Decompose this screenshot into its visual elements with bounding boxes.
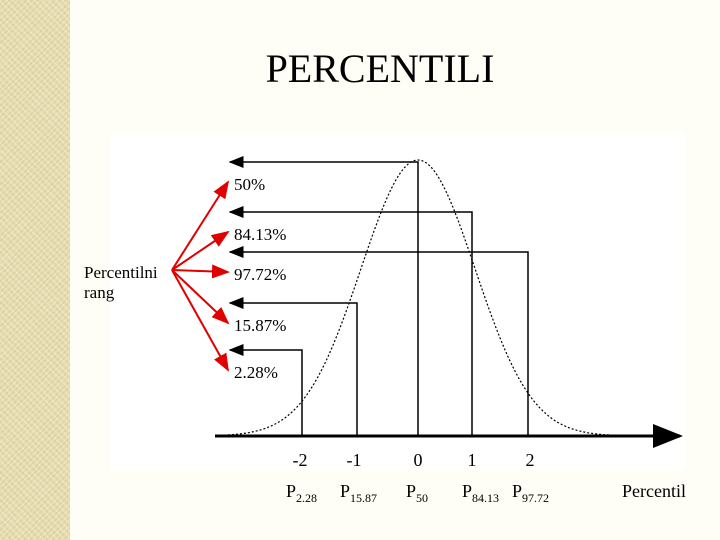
percent-label: 2.28%	[234, 363, 278, 382]
percentile-base: P	[462, 481, 472, 501]
guide-arrow	[228, 344, 303, 436]
percentile-label: P84.13	[462, 481, 499, 505]
percentile-base: P	[340, 481, 350, 501]
guide-arrow	[228, 297, 358, 436]
percentile-sub: 84.13	[472, 491, 499, 505]
z-label: -2	[293, 450, 308, 470]
panel	[110, 133, 685, 470]
z-label: 1	[468, 450, 477, 470]
percentile-label: P15.87	[340, 481, 377, 505]
percentile-base: P	[406, 481, 416, 501]
title: PERCENTILI	[266, 46, 495, 91]
percentile-label: P2.28	[286, 481, 317, 505]
percentile-sub: 50	[416, 491, 428, 505]
rank-label: Percentilni rang	[84, 263, 158, 302]
guide-arrow	[228, 206, 473, 436]
z-label: 2	[526, 450, 535, 470]
percentile-label: P97.72	[512, 481, 549, 505]
rank-arrow	[171, 269, 230, 325]
percentile-sub: 15.87	[350, 491, 377, 505]
decor-strip	[0, 0, 70, 540]
guides: 50%84.13%97.72%15.87%2.28%-2 -1 0 1 2P2.28 P1…	[171, 156, 549, 505]
guide-arrow	[228, 246, 529, 436]
percentile-base: P	[286, 481, 296, 501]
percent-label: 84.13%	[234, 225, 286, 244]
percentile-sub: 97.72	[522, 491, 549, 505]
percentile-label: P50	[406, 481, 428, 505]
percentile-base: P	[512, 481, 522, 501]
z-label: 0	[414, 450, 423, 470]
rank-arrow	[171, 264, 230, 279]
rank-arrow	[171, 269, 229, 372]
guide-arrow	[228, 156, 419, 436]
percentile-sub: 2.28	[296, 491, 317, 505]
z-label: -1	[347, 450, 362, 470]
percent-label: 50%	[234, 175, 265, 194]
percent-label: 15.87%	[234, 316, 286, 335]
rank-arrow	[171, 230, 230, 271]
rank-arrow	[171, 180, 230, 271]
axis-label: Percentil	[622, 481, 686, 501]
percent-label: 97.72%	[234, 265, 286, 284]
